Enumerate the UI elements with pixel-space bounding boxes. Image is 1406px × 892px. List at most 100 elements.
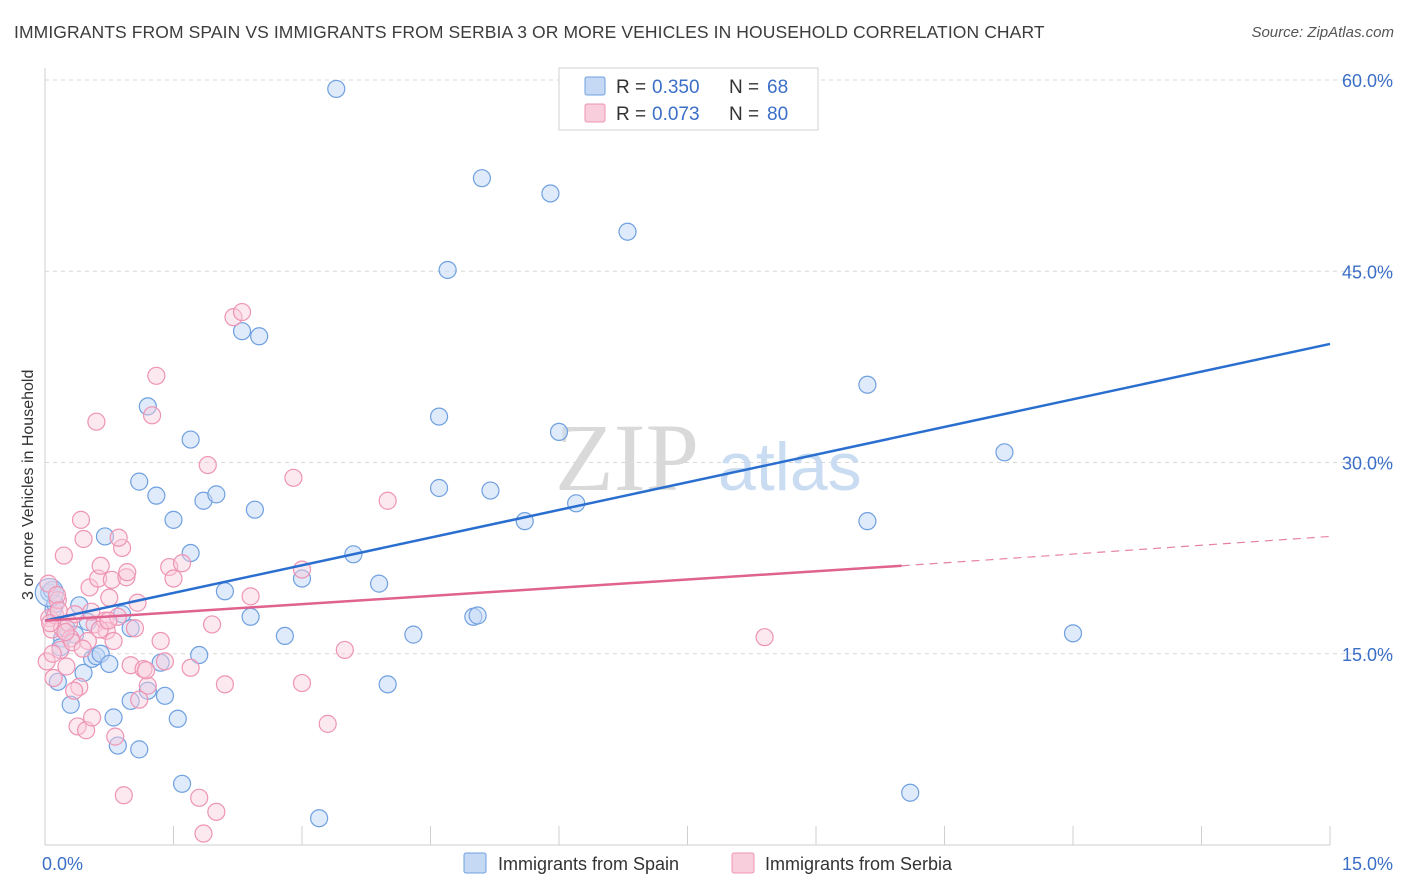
serbia-point — [155, 652, 175, 671]
spain-point — [549, 422, 569, 441]
serbia-point — [318, 714, 337, 733]
serbia-point — [147, 366, 166, 385]
serbia-point — [102, 570, 121, 589]
spain-point — [1063, 624, 1083, 643]
spain-point — [858, 512, 877, 531]
bottom-legend-swatch-spain — [463, 852, 487, 874]
serbia-point — [138, 676, 157, 695]
serbia-point — [284, 468, 303, 487]
serbia-point — [378, 491, 397, 510]
spain-point — [378, 675, 397, 694]
legend-r-value-serbia: 0.073 — [652, 104, 700, 125]
serbia-point — [99, 611, 118, 630]
serbia-point — [194, 824, 213, 843]
legend-r-value-spain: 0.350 — [652, 77, 700, 98]
spain-point — [130, 472, 149, 491]
spain-point — [164, 510, 183, 529]
spain-point — [155, 686, 175, 705]
serbia-point — [181, 658, 200, 677]
spain-point — [858, 375, 877, 394]
spain-point — [310, 809, 329, 828]
bottom-legend-serbia: Immigrants from Serbia — [765, 854, 953, 874]
chart-title: IMMIGRANTS FROM SPAIN VS IMMIGRANTS FROM… — [14, 22, 1045, 42]
serbia-point — [117, 568, 136, 587]
serbia-point — [136, 661, 156, 680]
spain-point — [172, 774, 192, 793]
serbia-point — [207, 802, 226, 821]
serbia-point — [190, 788, 209, 807]
serbia-point — [198, 455, 217, 475]
spain-point — [215, 582, 234, 601]
spain-point — [95, 527, 115, 546]
spain-point — [104, 708, 123, 727]
spain-point — [181, 430, 200, 449]
x-tick-label: 0.0% — [42, 854, 83, 874]
spain-point — [275, 626, 294, 646]
watermark: ZIP atlas — [555, 404, 862, 511]
serbia-point — [164, 569, 183, 588]
trend-lines — [44, 342, 1331, 622]
spain-point — [74, 663, 93, 682]
spain-point — [190, 645, 209, 665]
spain-point — [618, 222, 637, 241]
serbia-point — [130, 690, 149, 709]
y-tick-label: 60.0% — [1342, 71, 1393, 91]
bottom-legend-swatch-serbia — [731, 852, 755, 874]
bottom-legend: Immigrants from Spain Immigrants from Se… — [463, 852, 953, 874]
watermark-zip: ZIP — [555, 404, 699, 511]
serbia-point — [48, 591, 67, 610]
spain-point — [901, 783, 920, 802]
spain-point — [250, 327, 269, 346]
spain-point — [207, 485, 226, 504]
serbia-point — [83, 708, 102, 727]
y-tick-label: 30.0% — [1342, 454, 1393, 474]
serbia-point — [44, 668, 63, 688]
serbia-point — [74, 529, 93, 549]
legend: R = 0.350 N = 68 R = 0.073 N = 80 — [558, 67, 819, 131]
serbia-point — [112, 538, 132, 558]
spain-point — [429, 407, 449, 426]
spain-point — [472, 169, 491, 188]
serbia-point — [114, 786, 133, 805]
serbia-point — [109, 528, 128, 547]
spain-point — [121, 619, 140, 638]
legend-swatch-spain — [584, 76, 606, 96]
source-credit: Source: ZipAtlas.com — [1251, 24, 1394, 41]
serbia-point — [215, 675, 234, 694]
serbia-point — [87, 412, 106, 431]
spain-point — [100, 654, 119, 674]
serbia-point — [73, 639, 92, 658]
legend-n-value-spain: 68 — [767, 77, 788, 98]
spain-point — [429, 478, 449, 498]
spain-point — [130, 740, 149, 759]
serbia-point — [68, 717, 87, 736]
spain-point — [438, 260, 457, 280]
bottom-legend-spain: Immigrants from Spain — [498, 854, 679, 874]
serbia-points — [37, 302, 774, 843]
legend-n-label-serbia: N = — [729, 104, 759, 125]
serbia-point — [232, 302, 252, 322]
serbia-point — [57, 657, 76, 676]
spain-point — [327, 79, 346, 99]
spain-trend-line — [44, 342, 1331, 622]
y-tick-label: 15.0% — [1342, 645, 1393, 665]
serbia-point — [142, 406, 162, 425]
x-tick-label: 15.0% — [1342, 854, 1393, 874]
serbia-point — [65, 681, 84, 700]
serbia-point — [47, 585, 67, 605]
serbia-point — [43, 644, 62, 663]
legend-r-label-spain: R = — [616, 77, 646, 98]
serbia-point — [172, 554, 192, 573]
legend-n-label-spain: N = — [729, 77, 759, 98]
serbia-point — [71, 510, 91, 529]
serbia-point — [151, 631, 170, 651]
legend-swatch-serbia — [584, 103, 606, 123]
serbia-point — [241, 587, 260, 606]
serbia-point — [91, 556, 110, 575]
grid-lines — [45, 79, 1395, 655]
spain-point — [541, 184, 560, 203]
serbia-point — [125, 619, 145, 638]
serbia-point — [335, 640, 354, 660]
spain-point — [168, 709, 187, 728]
